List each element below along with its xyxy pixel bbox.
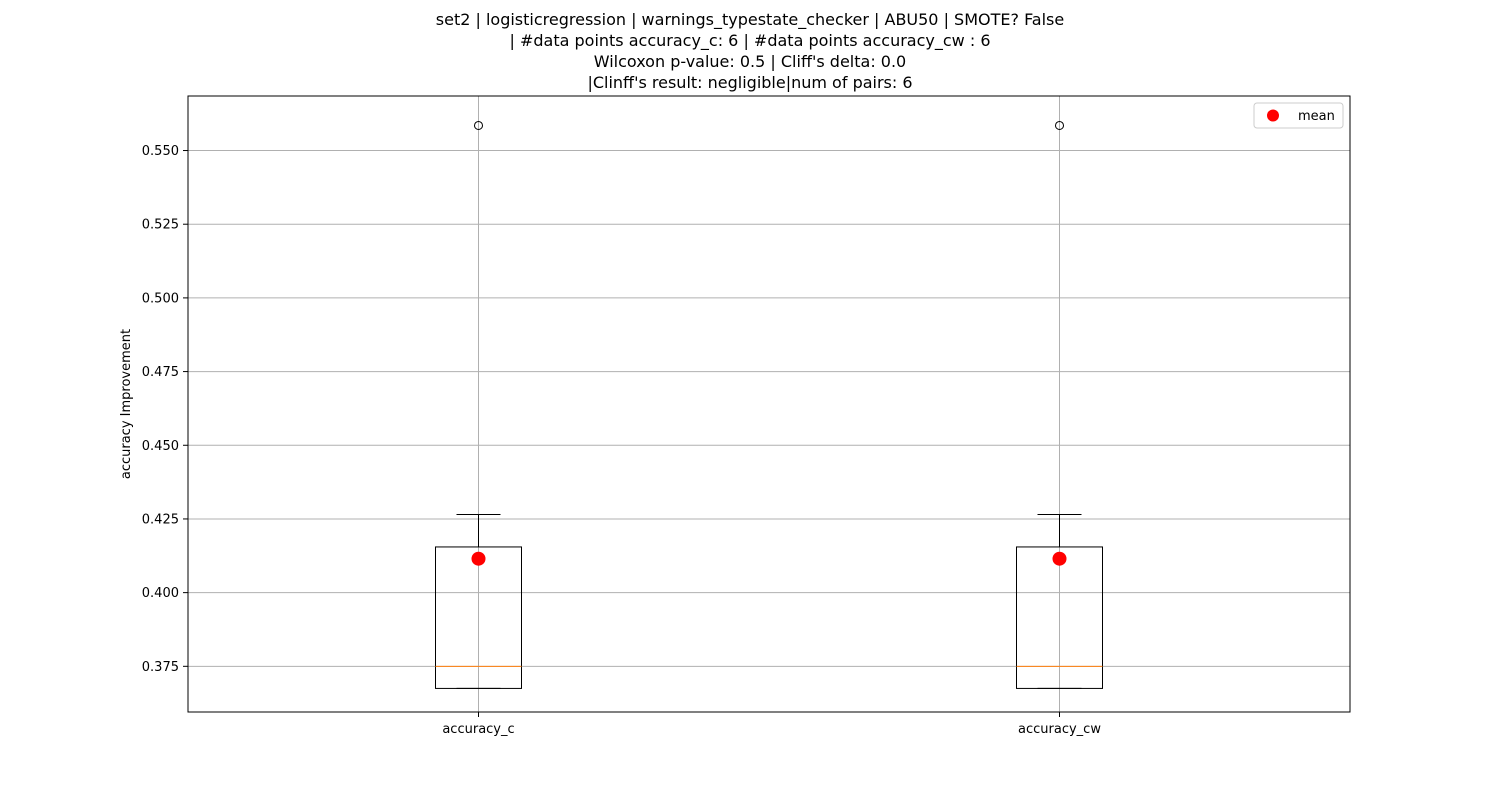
box-iqr — [435, 546, 522, 689]
x-tick-label: accuracy_c — [442, 722, 514, 737]
y-tick-label: 0.525 — [142, 218, 179, 233]
x-axis-ticks: accuracy_c accuracy_cw — [442, 712, 1101, 737]
x-tick-label: accuracy_cw — [1018, 722, 1101, 737]
outlier-point — [1055, 120, 1064, 130]
y-tick-label: 0.375 — [142, 660, 179, 675]
title-line: |Clinff's result: negligible|num of pair… — [587, 73, 912, 92]
y-tick-label: 0.425 — [142, 512, 179, 527]
box-iqr — [1016, 546, 1103, 689]
legend-mean-marker — [1267, 109, 1279, 122]
box-accuracy_cw — [1016, 120, 1103, 689]
legend: mean — [1253, 102, 1344, 129]
chart-title: set2 | logisticregression | warnings_typ… — [436, 10, 1064, 92]
legend-label: mean — [1298, 109, 1335, 124]
grid-lines — [188, 96, 1350, 712]
title-line: | #data points accuracy_c: 6 | #data poi… — [509, 31, 990, 51]
y-tick-label: 0.475 — [142, 365, 179, 380]
mean-marker — [1052, 551, 1067, 566]
y-tick-label: 0.550 — [142, 144, 179, 159]
axes-frame — [187, 95, 1351, 713]
y-tick-label: 0.500 — [142, 291, 179, 306]
y-axis-ticks: 0.375 0.400 0.425 0.450 0.475 0.500 0.525 0.550 — [142, 144, 188, 675]
outlier-point — [474, 120, 483, 130]
mean-marker — [471, 551, 486, 566]
y-tick-label: 0.450 — [142, 439, 179, 454]
y-tick-label: 0.400 — [142, 586, 179, 601]
title-line: Wilcoxon p-value: 0.5 | Cliff's delta: 0… — [594, 52, 906, 71]
y-axis-label: accuracy Improvement — [119, 329, 134, 479]
legend-box — [1253, 102, 1344, 129]
title-line: set2 | logisticregression | warnings_typ… — [436, 10, 1064, 30]
box-accuracy_c — [435, 120, 522, 689]
plot-area — [435, 120, 1103, 689]
